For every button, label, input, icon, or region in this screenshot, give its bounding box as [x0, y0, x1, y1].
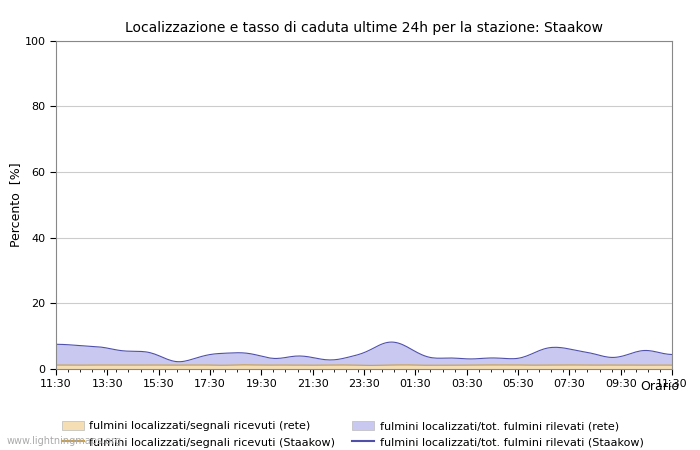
Y-axis label: Percento  [%]: Percento [%]	[9, 162, 22, 247]
Legend: fulmini localizzati/segnali ricevuti (rete), fulmini localizzati/segnali ricevut: fulmini localizzati/segnali ricevuti (re…	[62, 421, 644, 448]
Text: Orario: Orario	[640, 380, 679, 393]
Title: Localizzazione e tasso di caduta ultime 24h per la stazione: Staakow: Localizzazione e tasso di caduta ultime …	[125, 21, 603, 35]
Text: www.lightningmaps.org: www.lightningmaps.org	[7, 436, 122, 446]
